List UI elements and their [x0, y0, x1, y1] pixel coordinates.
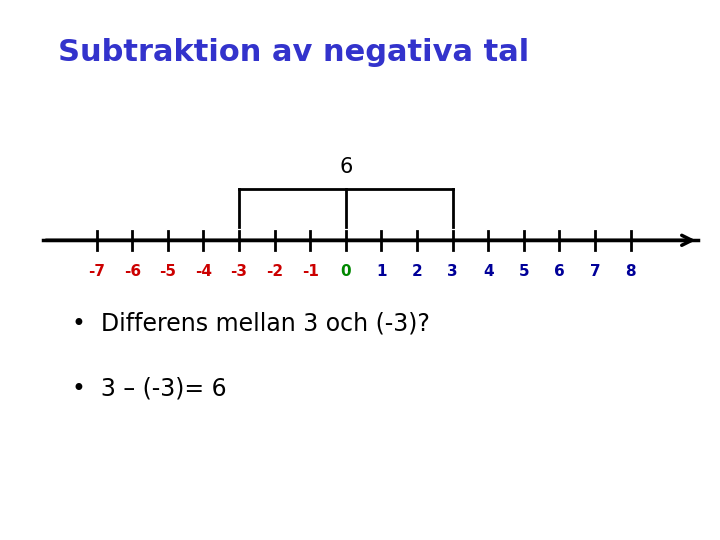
Text: •  Differens mellan 3 och (-3)?: • Differens mellan 3 och (-3)? — [72, 312, 430, 336]
Text: 1: 1 — [376, 264, 387, 279]
Text: 0: 0 — [341, 264, 351, 279]
Text: -5: -5 — [159, 264, 176, 279]
Text: 3: 3 — [447, 264, 458, 279]
Text: 8: 8 — [625, 264, 636, 279]
Text: 6: 6 — [554, 264, 564, 279]
Text: -3: -3 — [230, 264, 248, 279]
Text: •  3 – (-3)= 6: • 3 – (-3)= 6 — [72, 377, 227, 401]
Text: 4: 4 — [483, 264, 493, 279]
Text: Subtraktion av negativa tal: Subtraktion av negativa tal — [58, 38, 529, 67]
Text: -7: -7 — [88, 264, 105, 279]
Text: 6: 6 — [339, 157, 353, 178]
Text: -4: -4 — [195, 264, 212, 279]
Text: -6: -6 — [124, 264, 141, 279]
Text: 7: 7 — [590, 264, 600, 279]
Text: -2: -2 — [266, 264, 283, 279]
Text: 5: 5 — [518, 264, 529, 279]
Text: -1: -1 — [302, 264, 319, 279]
Text: 2: 2 — [412, 264, 423, 279]
